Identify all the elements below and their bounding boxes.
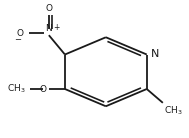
Text: O: O	[45, 4, 52, 13]
Text: −: −	[14, 35, 21, 44]
Text: O: O	[16, 29, 23, 38]
Text: N: N	[46, 24, 52, 33]
Text: CH$_3$: CH$_3$	[164, 104, 182, 117]
Text: CH$_3$: CH$_3$	[7, 83, 25, 95]
Text: +: +	[53, 23, 60, 32]
Text: O: O	[40, 84, 47, 94]
Text: N: N	[151, 49, 159, 59]
